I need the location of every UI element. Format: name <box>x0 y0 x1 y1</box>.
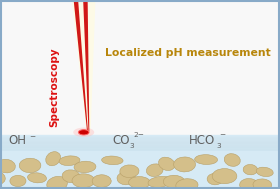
Ellipse shape <box>47 176 67 189</box>
Ellipse shape <box>0 159 15 173</box>
Text: HCO: HCO <box>189 134 215 147</box>
Ellipse shape <box>176 179 198 189</box>
Ellipse shape <box>256 167 273 177</box>
Bar <box>0 150 280 151</box>
Bar <box>0 151 280 189</box>
Ellipse shape <box>129 177 150 188</box>
Bar <box>0 140 280 141</box>
Text: OH: OH <box>8 134 26 147</box>
Text: −: − <box>29 134 36 140</box>
Ellipse shape <box>46 152 60 166</box>
Bar <box>0 143 280 144</box>
Ellipse shape <box>10 175 26 187</box>
Bar <box>0 141 280 142</box>
Bar <box>0 149 280 150</box>
Text: 3: 3 <box>130 143 134 149</box>
Text: 3: 3 <box>216 143 221 149</box>
Ellipse shape <box>73 128 94 137</box>
Bar <box>0 139 280 140</box>
Ellipse shape <box>59 156 80 166</box>
Bar <box>0 144 280 145</box>
Bar <box>0 136 280 137</box>
Ellipse shape <box>27 173 46 183</box>
Bar <box>0 145 280 146</box>
Ellipse shape <box>62 170 80 183</box>
Ellipse shape <box>163 175 185 188</box>
Ellipse shape <box>102 156 123 165</box>
Ellipse shape <box>240 179 258 189</box>
Bar <box>0 138 280 139</box>
Bar <box>0 0 280 135</box>
Ellipse shape <box>117 172 136 185</box>
Ellipse shape <box>148 176 172 187</box>
Ellipse shape <box>253 179 272 189</box>
Bar <box>0 135 280 136</box>
Ellipse shape <box>195 155 218 164</box>
Polygon shape <box>83 0 89 131</box>
Text: Spectroscopy: Spectroscopy <box>50 47 60 127</box>
Ellipse shape <box>0 171 5 185</box>
Ellipse shape <box>78 130 89 135</box>
Polygon shape <box>74 0 88 131</box>
Ellipse shape <box>207 173 223 185</box>
Bar <box>0 137 280 138</box>
Ellipse shape <box>120 165 139 177</box>
Bar <box>0 148 280 149</box>
Bar <box>0 142 280 143</box>
Ellipse shape <box>146 164 163 177</box>
Ellipse shape <box>92 175 111 187</box>
Ellipse shape <box>224 154 240 166</box>
Ellipse shape <box>19 158 41 173</box>
Ellipse shape <box>72 174 95 188</box>
Ellipse shape <box>158 157 175 170</box>
Text: Localized pH measurement: Localized pH measurement <box>105 48 270 58</box>
Text: 2−: 2− <box>133 132 144 138</box>
Ellipse shape <box>174 157 195 172</box>
Text: CO: CO <box>112 134 129 147</box>
Bar <box>0 135 280 151</box>
Ellipse shape <box>74 161 96 173</box>
Ellipse shape <box>212 169 237 184</box>
Bar <box>0 146 280 147</box>
Text: −: − <box>219 132 225 138</box>
Polygon shape <box>72 0 95 135</box>
Ellipse shape <box>243 164 258 175</box>
Bar <box>0 147 280 148</box>
